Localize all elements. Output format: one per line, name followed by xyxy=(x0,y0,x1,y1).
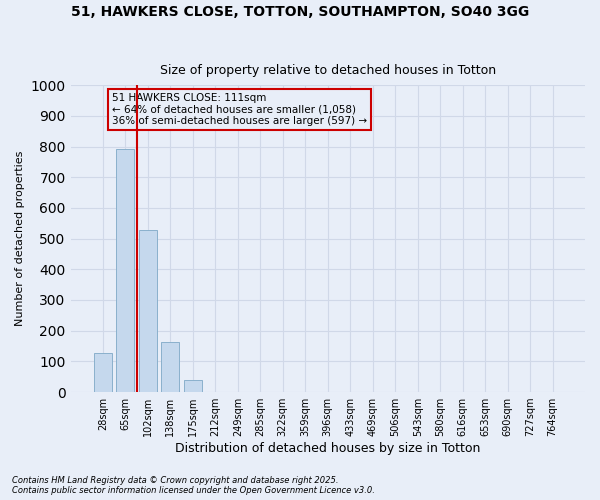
Bar xyxy=(139,230,157,392)
Y-axis label: Number of detached properties: Number of detached properties xyxy=(15,151,25,326)
Bar xyxy=(94,353,112,392)
Bar xyxy=(116,148,134,392)
Bar xyxy=(184,380,202,392)
Text: 51, HAWKERS CLOSE, TOTTON, SOUTHAMPTON, SO40 3GG: 51, HAWKERS CLOSE, TOTTON, SOUTHAMPTON, … xyxy=(71,5,529,19)
Text: Contains HM Land Registry data © Crown copyright and database right 2025.
Contai: Contains HM Land Registry data © Crown c… xyxy=(12,476,375,495)
Title: Size of property relative to detached houses in Totton: Size of property relative to detached ho… xyxy=(160,64,496,77)
X-axis label: Distribution of detached houses by size in Totton: Distribution of detached houses by size … xyxy=(175,442,481,455)
Bar xyxy=(161,342,179,392)
Text: 51 HAWKERS CLOSE: 111sqm
← 64% of detached houses are smaller (1,058)
36% of sem: 51 HAWKERS CLOSE: 111sqm ← 64% of detach… xyxy=(112,93,367,126)
